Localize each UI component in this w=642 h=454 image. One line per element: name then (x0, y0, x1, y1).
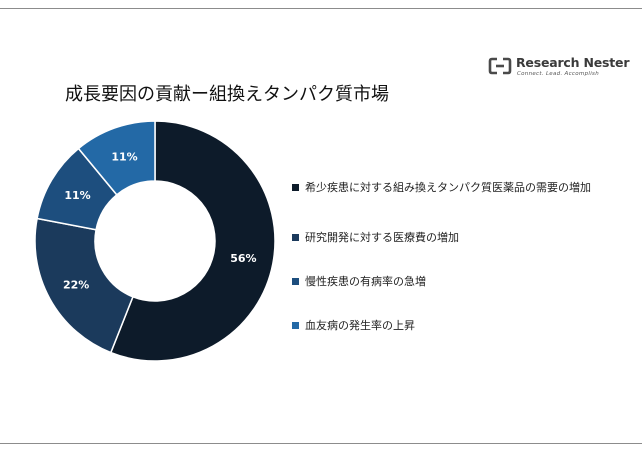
research-nester-logo: Research Nester Connect. Lead. Accomplis… (488, 55, 629, 81)
legend-label: 血友病の発生率の上昇 (305, 319, 415, 332)
legend-swatch (292, 322, 299, 329)
slice-value-label: 11% (64, 189, 90, 202)
top-divider (0, 8, 642, 9)
legend-label: 希少疾患に対する組み換えタンパク質医薬品の需要の増加 (305, 181, 591, 194)
donut-value-labels: 56% 22% 11% 11% (63, 150, 257, 291)
donut-slice-4 (77, 120, 156, 196)
slice-value-label: 11% (111, 150, 137, 163)
brand-tagline: Connect. Lead. Accomplish (517, 71, 599, 77)
donut-slice-1 (109, 120, 276, 362)
slice-value-label: 22% (63, 278, 89, 291)
legend-swatch (292, 184, 299, 191)
research-nester-logo-icon (488, 57, 512, 75)
donut-slice-2 (34, 217, 134, 354)
legend-label: 研究開発に対する医療費の増加 (305, 231, 459, 244)
legend-label: 慢性疾患の有病率の急増 (305, 275, 426, 288)
brand-name: Research Nester (516, 55, 630, 70)
legend-swatch (292, 234, 299, 241)
chart-title: 成長要因の貢献ー組換えタンパク質市場 (65, 84, 389, 105)
bottom-divider (0, 443, 642, 444)
slice-value-label: 56% (230, 252, 256, 265)
legend-swatch (292, 278, 299, 285)
donut-slices (34, 120, 276, 362)
